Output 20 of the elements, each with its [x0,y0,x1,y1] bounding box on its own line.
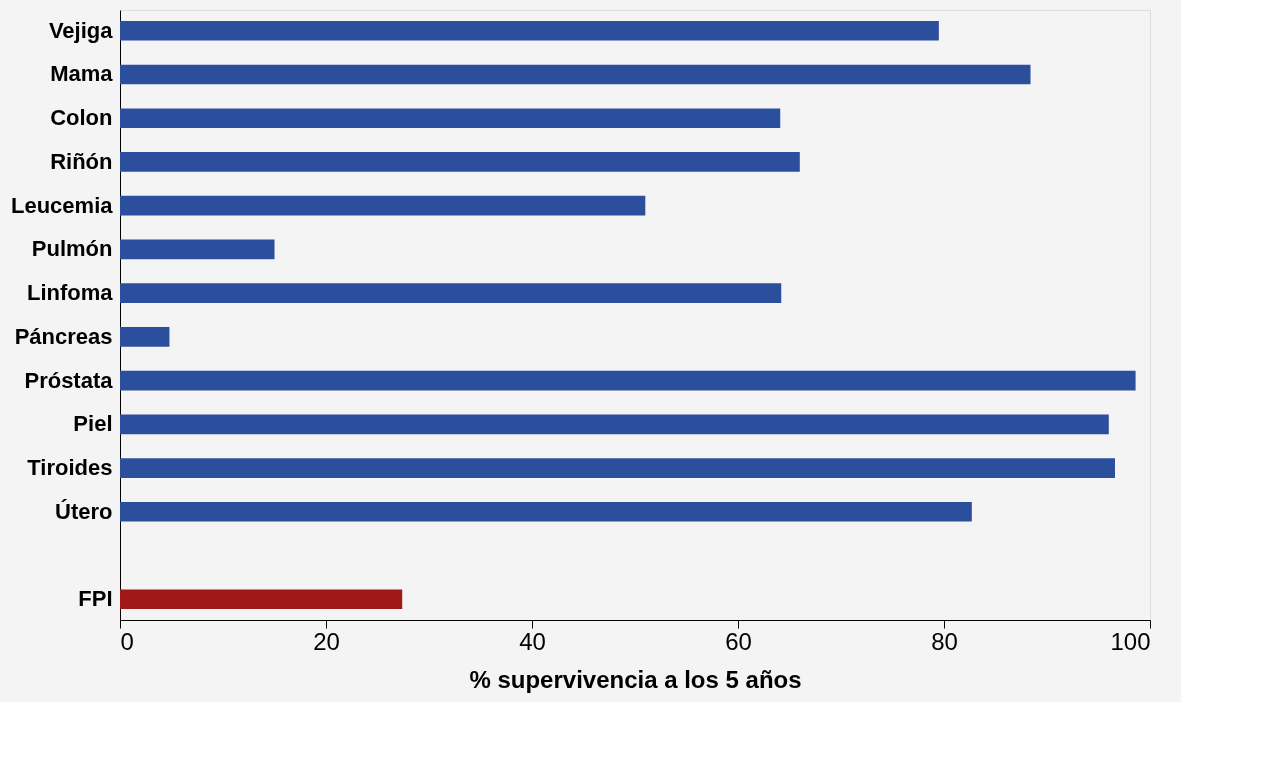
y-tick-label: Próstata [24,367,114,393]
x-tick-label: 60 [725,627,752,655]
y-tick-label: Riñón [50,148,113,174]
x-tick-label: 20 [313,627,340,655]
y-tick-label: Pulmón [31,236,113,262]
y-tick-label: Útero [55,498,113,524]
y-tick-label: Piel [73,411,113,437]
x-axis-title: % supervivencia a los 5 años [469,665,802,693]
y-tick-label: Mama [50,61,114,87]
y-tick-label: Vejiga [48,17,114,43]
y-tick-label: Páncreas [14,323,113,349]
x-tick-label: 40 [519,627,546,655]
y-tick-label: FPI [78,586,113,612]
y-tick-label: Linfoma [26,280,114,306]
y-tick-label: Tiroides [27,455,113,481]
x-tick-label: 80 [931,627,958,655]
x-tick-label: 100 [1110,627,1151,655]
y-tick-label: Leucemia [11,192,114,218]
x-tick-label: 0 [120,627,134,655]
y-tick-label: Colon [50,105,113,131]
